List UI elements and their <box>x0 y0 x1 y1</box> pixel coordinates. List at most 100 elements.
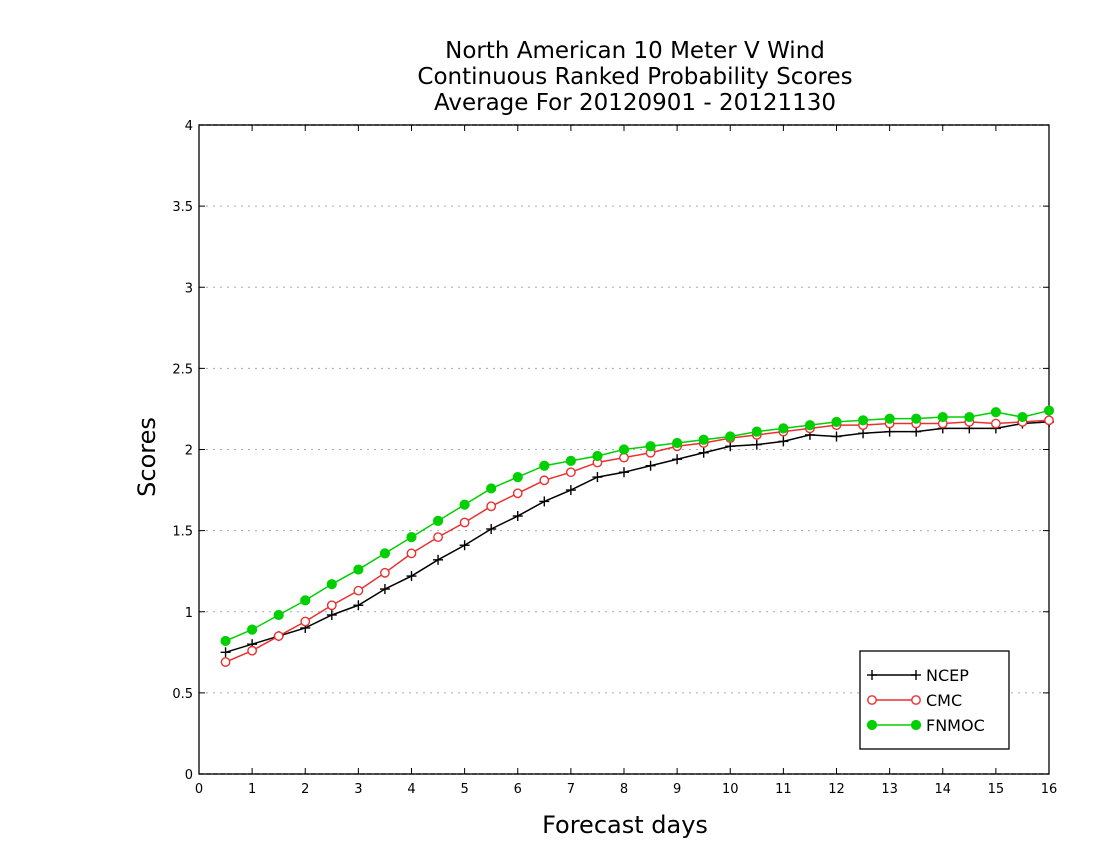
legend-marker-ncep-start <box>867 670 877 680</box>
point-ncep-12 <box>539 496 550 507</box>
point-cmc-8 <box>433 532 443 543</box>
point-fnmoc-21 <box>778 423 789 434</box>
legend-label-fnmoc: FNMOC <box>926 716 985 735</box>
legend-marker-fnmoc-end <box>910 719 922 731</box>
legend-marker-cmc-start <box>867 695 877 705</box>
point-fnmoc-8 <box>432 515 444 526</box>
point-cmc-3 <box>300 616 311 627</box>
x-tick-label-0: 0 <box>195 782 203 797</box>
point-fnmoc-13 <box>565 455 576 466</box>
point-fnmoc-20 <box>751 426 762 437</box>
point-cmc-10 <box>486 501 497 512</box>
y-tick-label-0: 0 <box>185 768 193 783</box>
point-fnmoc-25 <box>884 413 895 424</box>
series-line-fnmoc <box>225 409 1050 642</box>
point-ncep-23 <box>831 431 842 442</box>
x-tick-label-7: 7 <box>567 782 575 797</box>
point-fnmoc-7 <box>406 532 417 543</box>
x-axis-ticks: 0 1 2 3 4 5 6 7 8 9 10 11 12 13 14 15 16 <box>195 125 1057 797</box>
legend-label-ncep: NCEP <box>926 666 969 685</box>
point-cmc-29 <box>990 418 1001 429</box>
point-ncep-11 <box>512 511 523 522</box>
point-fnmoc-4 <box>326 579 337 590</box>
point-fnmoc-18 <box>698 434 709 445</box>
x-tick-label-11: 11 <box>775 782 792 797</box>
point-ncep-0 <box>220 647 231 658</box>
point-ncep-4 <box>326 609 337 620</box>
point-fnmoc-14 <box>592 450 603 462</box>
point-fnmoc-6 <box>379 548 391 559</box>
point-ncep-17 <box>672 454 683 465</box>
point-fnmoc-26 <box>911 413 922 424</box>
point-cmc-4 <box>326 600 337 611</box>
x-tick-label-3: 3 <box>354 782 362 797</box>
x-tick-label-4: 4 <box>407 782 415 797</box>
point-cmc-13 <box>565 467 576 478</box>
title-line-2: Continuous Ranked Probability Scores <box>417 64 852 90</box>
y-tick-label-0.5: 0.5 <box>172 687 193 702</box>
y-tick-label-3.5: 3.5 <box>172 200 193 215</box>
point-cmc-7 <box>406 548 417 559</box>
point-ncep-15 <box>619 467 629 478</box>
point-fnmoc-19 <box>725 431 736 442</box>
series-ncep <box>220 416 1054 658</box>
point-ncep-9 <box>459 540 470 551</box>
series-line-cmc <box>225 419 1050 663</box>
point-cmc-15 <box>619 452 629 463</box>
x-tick-label-5: 5 <box>460 782 468 797</box>
legend-marker-cmc-end <box>911 695 921 705</box>
point-cmc-11 <box>512 488 523 499</box>
x-tick-label-9: 9 <box>673 782 681 797</box>
y-tick-label-3: 3 <box>185 281 193 296</box>
title-line-3: Average For 20120901 - 20121130 <box>434 90 836 116</box>
point-cmc-0 <box>220 657 231 667</box>
point-fnmoc-15 <box>618 444 630 455</box>
point-fnmoc-3 <box>300 595 311 606</box>
point-fnmoc-9 <box>459 499 470 510</box>
series-cmc <box>220 415 1054 667</box>
point-cmc-6 <box>380 567 390 578</box>
point-ncep-8 <box>433 554 444 565</box>
x-tick-label-13: 13 <box>881 782 898 797</box>
y-tick-label-1: 1 <box>185 606 193 621</box>
point-fnmoc-2 <box>273 609 284 621</box>
point-cmc-5 <box>353 585 364 596</box>
y-axis-title: Scores <box>133 417 161 497</box>
point-ncep-10 <box>486 524 497 535</box>
point-ncep-20 <box>751 439 762 450</box>
point-fnmoc-27 <box>937 411 948 423</box>
point-cmc-12 <box>539 475 550 486</box>
x-tick-label-2: 2 <box>301 782 309 797</box>
point-fnmoc-0 <box>220 635 231 647</box>
title-line-1: North American 10 Meter V Wind <box>445 38 825 64</box>
x-axis-title: Forecast days <box>542 811 708 839</box>
point-ncep-14 <box>592 472 603 483</box>
legend-marker-ncep-end <box>911 670 921 680</box>
data-series <box>220 405 1055 667</box>
series-line-ncep <box>225 421 1050 654</box>
y-tick-label-2.5: 2.5 <box>172 362 193 377</box>
point-cmc-9 <box>459 517 470 528</box>
point-ncep-5 <box>353 600 364 611</box>
point-fnmoc-1 <box>247 624 258 635</box>
x-tick-label-1: 1 <box>248 782 256 797</box>
point-ncep-21 <box>778 436 789 447</box>
chart-title: North American 10 Meter V WindContinuous… <box>417 38 852 116</box>
point-ncep-18 <box>698 447 709 458</box>
point-fnmoc-23 <box>831 416 842 428</box>
point-fnmoc-22 <box>804 420 816 431</box>
y-axis-ticks: 0 0.5 1 1.5 2 2.5 3 3.5 4 <box>172 119 1049 783</box>
legend-marker-fnmoc-start <box>866 719 878 731</box>
point-cmc-31 <box>1044 415 1054 426</box>
point-fnmoc-5 <box>353 564 364 575</box>
x-tick-label-8: 8 <box>620 782 628 797</box>
y-tick-label-1.5: 1.5 <box>172 525 193 540</box>
point-ncep-6 <box>379 584 390 595</box>
point-fnmoc-24 <box>857 415 869 426</box>
x-tick-label-16: 16 <box>1041 782 1058 797</box>
x-tick-label-14: 14 <box>934 782 951 797</box>
point-cmc-1 <box>247 645 258 656</box>
point-fnmoc-29 <box>990 407 1001 418</box>
point-fnmoc-16 <box>645 441 656 452</box>
